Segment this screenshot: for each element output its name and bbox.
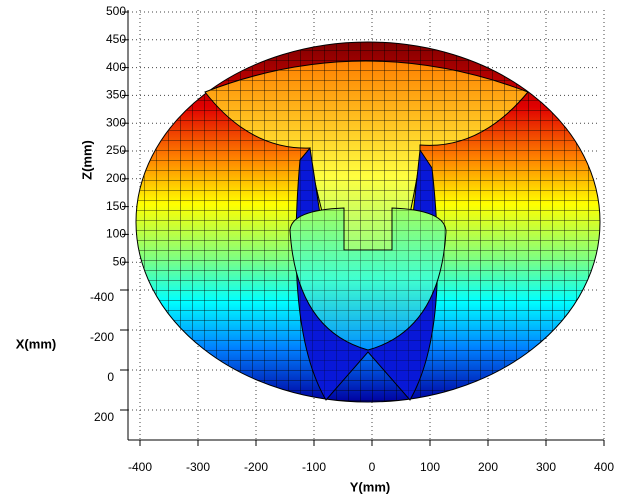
z-tick-label: 500: [106, 4, 126, 18]
z-tick-label: 250: [106, 143, 126, 157]
x-tick-label: -400: [90, 290, 114, 304]
z-tick-label: 50: [113, 254, 127, 268]
z-tick-label: 100: [106, 227, 126, 241]
inner-mesh: [205, 61, 528, 350]
y-tick-label: -200: [244, 460, 268, 474]
y-tick-label: 400: [594, 460, 614, 474]
z-tick-label: 150: [106, 199, 126, 213]
y-tick-label: 300: [536, 460, 556, 474]
z-tick-label: 450: [106, 32, 126, 46]
surface: [135, 41, 601, 403]
y-tick-label: 200: [478, 460, 498, 474]
y-tick-label: 0: [369, 460, 376, 474]
z-tick-label: 350: [106, 88, 126, 102]
cup-mesh: [290, 208, 446, 350]
y-tick-label: -400: [128, 460, 152, 474]
z-tick-label: 300: [106, 115, 126, 129]
x-tick-label: 0: [107, 370, 114, 384]
z-axis-label: Z(mm): [79, 140, 94, 180]
x-axis-label: X(mm): [16, 336, 56, 351]
y-tick-label: -300: [186, 460, 210, 474]
x-tick-label: 200: [94, 410, 114, 424]
x-tick-label: -200: [90, 330, 114, 344]
y-tick-label: 100: [420, 460, 440, 474]
cut-mesh: [295, 148, 438, 400]
y-axis-label: Y(mm): [350, 479, 390, 494]
z-tick-label: 400: [106, 60, 126, 74]
z-tick-label: 200: [106, 171, 126, 185]
y-tick-label: -100: [302, 460, 326, 474]
